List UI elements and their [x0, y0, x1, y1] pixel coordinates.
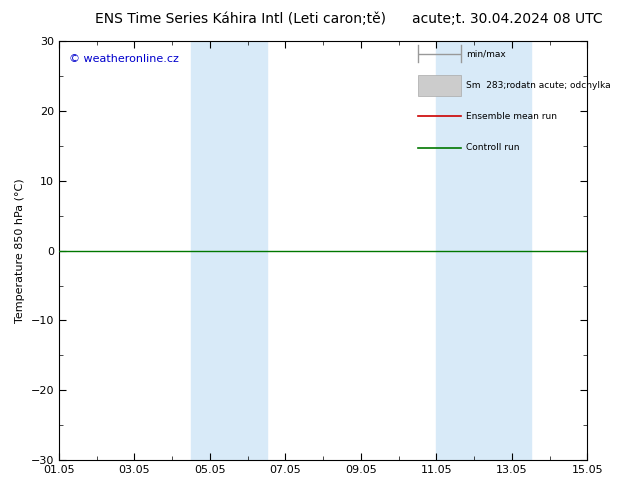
Text: ENS Time Series Káhira Intl (Leti caron;tě): ENS Time Series Káhira Intl (Leti caron;…	[96, 12, 386, 26]
Text: Controll run: Controll run	[466, 144, 519, 152]
Bar	[191, 41, 266, 460]
Text: Ensemble mean run: Ensemble mean run	[466, 112, 557, 121]
Text: min/max: min/max	[466, 49, 505, 58]
Text: © weatheronline.cz: © weatheronline.cz	[70, 53, 179, 64]
Bar	[436, 41, 531, 460]
Text: Sm  283;rodatn acute; odchylka: Sm 283;rodatn acute; odchylka	[466, 80, 611, 90]
Bar	[418, 74, 460, 96]
Y-axis label: Temperature 850 hPa (°C): Temperature 850 hPa (°C)	[15, 178, 25, 323]
Text: acute;t. 30.04.2024 08 UTC: acute;t. 30.04.2024 08 UTC	[412, 12, 602, 26]
